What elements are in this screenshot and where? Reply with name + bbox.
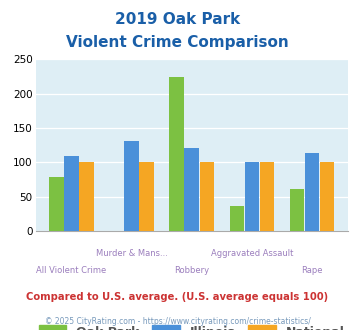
Legend: Oak Park, Illinois, National: Oak Park, Illinois, National [34,320,349,330]
Bar [124,141,139,231]
Bar [185,148,199,231]
Text: Aggravated Assault: Aggravated Assault [211,249,293,258]
Text: Robbery: Robbery [174,266,209,275]
Bar [320,162,334,231]
Bar [305,153,319,231]
Text: 2019 Oak Park: 2019 Oak Park [115,12,240,26]
Text: Rape: Rape [301,266,323,275]
Bar [260,162,274,231]
Text: Murder & Mans...: Murder & Mans... [96,249,168,258]
Bar [49,178,64,231]
Bar [290,189,304,231]
Bar [230,206,244,231]
Bar [140,162,154,231]
Bar [80,162,94,231]
Text: Violent Crime Comparison: Violent Crime Comparison [66,35,289,50]
Bar [245,162,259,231]
Bar [169,77,184,231]
Text: All Violent Crime: All Violent Crime [37,266,106,275]
Bar [200,162,214,231]
Text: © 2025 CityRating.com - https://www.cityrating.com/crime-statistics/: © 2025 CityRating.com - https://www.city… [45,317,310,326]
Bar [64,156,79,231]
Text: Compared to U.S. average. (U.S. average equals 100): Compared to U.S. average. (U.S. average … [26,292,329,302]
